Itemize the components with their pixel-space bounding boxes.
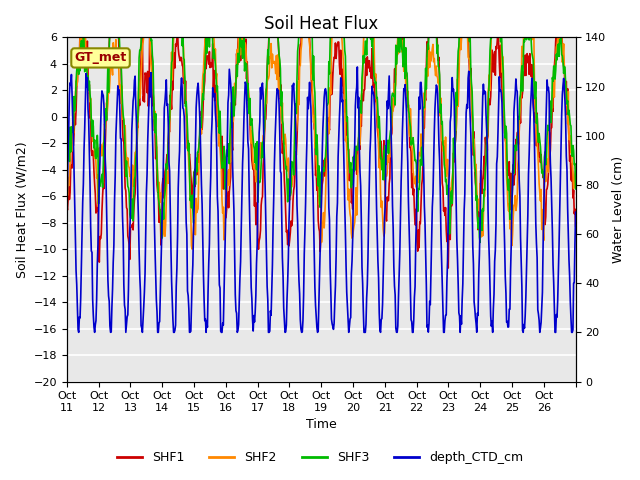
Legend: SHF1, SHF2, SHF3, depth_CTD_cm: SHF1, SHF2, SHF3, depth_CTD_cm bbox=[112, 446, 528, 469]
Text: GT_met: GT_met bbox=[74, 51, 127, 64]
depth_CTD_cm bbox=[75, 329, 83, 335]
SHF1 bbox=[76, 28, 84, 34]
Title: Soil Heat Flux: Soil Heat Flux bbox=[264, 15, 378, 33]
SHF1 bbox=[63, 201, 70, 207]
SHF3 bbox=[374, 108, 381, 114]
SHF3 bbox=[261, 107, 269, 113]
depth_CTD_cm bbox=[572, 209, 579, 215]
SHF1 bbox=[444, 265, 452, 271]
SHF2 bbox=[77, 28, 84, 34]
SHF2 bbox=[63, 174, 70, 180]
SHF1 bbox=[124, 206, 131, 212]
SHF3 bbox=[124, 173, 131, 179]
depth_CTD_cm bbox=[63, 203, 70, 208]
SHF2 bbox=[188, 246, 196, 252]
SHF2 bbox=[124, 161, 131, 167]
SHF1 bbox=[217, 144, 225, 150]
Y-axis label: Water Level (cm): Water Level (cm) bbox=[612, 156, 625, 263]
SHF3 bbox=[572, 186, 579, 192]
SHF2 bbox=[572, 168, 579, 174]
SHF1 bbox=[374, 132, 381, 138]
depth_CTD_cm bbox=[217, 328, 225, 334]
depth_CTD_cm bbox=[124, 314, 131, 320]
SHF1 bbox=[261, 118, 269, 123]
SHF2 bbox=[243, 60, 250, 65]
SHF2 bbox=[403, 94, 411, 100]
SHF3 bbox=[476, 240, 484, 245]
SHF2 bbox=[375, 142, 383, 148]
SHF1 bbox=[572, 223, 579, 229]
Line: SHF3: SHF3 bbox=[67, 24, 575, 242]
depth_CTD_cm bbox=[242, 81, 250, 87]
Line: depth_CTD_cm: depth_CTD_cm bbox=[67, 67, 575, 332]
depth_CTD_cm bbox=[261, 184, 269, 190]
Line: SHF1: SHF1 bbox=[67, 31, 575, 268]
SHF3 bbox=[63, 164, 70, 170]
SHF3 bbox=[242, 62, 250, 68]
SHF1 bbox=[403, 77, 410, 83]
SHF3 bbox=[106, 21, 114, 27]
X-axis label: Time: Time bbox=[306, 419, 337, 432]
SHF2 bbox=[262, 86, 269, 92]
SHF1 bbox=[242, 36, 250, 42]
Line: SHF2: SHF2 bbox=[67, 31, 575, 249]
Y-axis label: Soil Heat Flux (W/m2): Soil Heat Flux (W/m2) bbox=[15, 141, 28, 278]
depth_CTD_cm bbox=[403, 138, 411, 144]
SHF3 bbox=[217, 133, 225, 139]
SHF2 bbox=[218, 168, 225, 174]
depth_CTD_cm bbox=[375, 275, 383, 281]
SHF3 bbox=[403, 69, 410, 74]
depth_CTD_cm bbox=[353, 64, 361, 70]
